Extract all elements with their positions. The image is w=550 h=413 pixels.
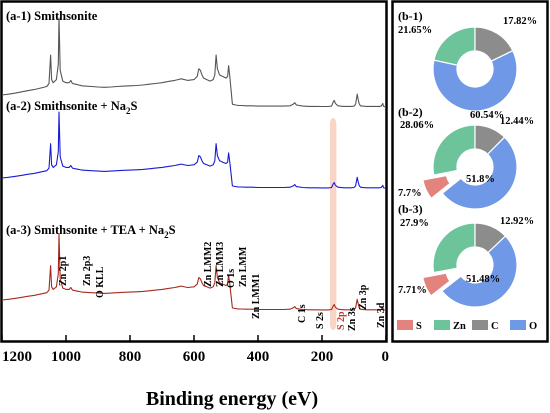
- pie-1: [432, 26, 518, 112]
- pie-label-s: 7.7%: [398, 188, 422, 199]
- peak-label-znlmm2: Zn LMM2: [203, 242, 214, 287]
- legend-swatch-s: [397, 320, 413, 330]
- peak-label-znlmm1: Zn LMM1: [251, 274, 262, 319]
- x-tick-label: 1200: [2, 349, 32, 365]
- pie-slice-s: [422, 174, 451, 200]
- pie-label-zn: 21.65%: [398, 25, 432, 36]
- pie-label-o: 60.54%: [470, 110, 504, 121]
- pie-label-c: 12.44%: [500, 116, 534, 127]
- series-label-a1: (a-1) Smithsonite: [6, 9, 98, 23]
- spectrum-line-1: [1, 17, 387, 108]
- pie-title-b2: (b-2): [398, 105, 423, 119]
- pie-charts: 21.65% 17.82% 60.54% 7.7% 28.06% 12.44% 51.8% 7…: [398, 16, 537, 308]
- x-tick-label: 200: [311, 349, 334, 365]
- pie-title-b3: (b-3): [398, 202, 423, 216]
- spectrum-line-3: [1, 233, 387, 311]
- legend-swatch-o: [510, 320, 526, 330]
- x-axis-ticks: 1200 1000 800 600 400 200 0: [1, 335, 390, 365]
- x-tick-label: 800: [119, 349, 142, 365]
- pie-slice-zn: [433, 26, 476, 66]
- spectrum-line-2: [1, 111, 387, 189]
- peak-label-okll: O KLL: [95, 266, 106, 298]
- pie-slice-o: [441, 136, 518, 210]
- legend-swatch-c: [472, 320, 488, 330]
- peak-label-znlmm: Zn LMM: [238, 246, 249, 287]
- series-label-a3: (a-3) Smithsonite + TEA + Na2S: [6, 223, 176, 240]
- peak-label-o1s: O 1s: [226, 269, 237, 288]
- pie-label-o: 51.8%: [466, 174, 495, 185]
- xps-spectra: [1, 17, 387, 311]
- pie-3: [422, 222, 518, 308]
- pie-slice-zn: [432, 124, 476, 176]
- legend-label-c: C: [491, 321, 499, 332]
- pie-label-zn: 28.06%: [400, 120, 434, 131]
- pie-panel: (b-1) (b-2) (b-3) 21.65% 17.82% 60.54% 7.7%…: [391, 0, 549, 343]
- legend-label-zn: Zn: [453, 321, 466, 332]
- x-tick-label: 0: [382, 349, 390, 365]
- pie-2: [422, 124, 518, 210]
- pie-legend: S Zn C O: [397, 320, 537, 332]
- series-label-a2: (a-2) Smithsonite + Na2S: [6, 99, 137, 116]
- peak-label-zn3p: Zn 3p: [358, 284, 369, 310]
- pie-slice-o: [441, 235, 518, 308]
- pie-label-o: 51.48%: [466, 274, 500, 285]
- pie-label-s: 7.71%: [398, 285, 427, 296]
- pie-panel-frame: [391, 0, 549, 343]
- x-tick-label: 400: [247, 349, 270, 365]
- pie-slice-zn: [432, 222, 476, 274]
- pie-title-b1: (b-1): [398, 9, 423, 23]
- xps-panel: 1200 1000 800 600 400 200 0 (a-1) Smithsonite …: [0, 0, 390, 410]
- pie-slice-o: [432, 49, 518, 112]
- legend-label-o: O: [529, 321, 537, 332]
- peak-label-zn2p3: Zn 2p3: [82, 256, 93, 286]
- peak-label-znlmm3: Zn LMM3: [215, 242, 226, 287]
- pie-label-c: 12.92%: [500, 216, 534, 227]
- peak-label-s2p: S 2p: [336, 311, 347, 330]
- x-tick-label: 600: [183, 349, 206, 365]
- pie-label-zn: 27.9%: [400, 218, 429, 229]
- peak-label-c1s: C 1s: [297, 304, 308, 323]
- pie-slice-s: [422, 272, 451, 297]
- peak-label-zn3d: Zn 3d: [376, 302, 387, 328]
- s2p-highlight-band: [330, 118, 337, 330]
- x-axis-title: Binding energy (eV): [146, 388, 318, 410]
- peak-label-s2s: S 2s: [315, 312, 326, 329]
- legend-swatch-zn: [434, 320, 450, 330]
- xps-plot-frame: [0, 0, 388, 343]
- peak-label-zn2p1: Zn 2p1: [58, 256, 69, 286]
- pie-label-c: 17.82%: [503, 16, 537, 27]
- s2p-band-rect: [330, 118, 337, 330]
- legend-label-s: S: [416, 321, 422, 332]
- x-tick-label: 1000: [51, 349, 81, 365]
- peak-label-zn3s: Zn 3s: [347, 307, 358, 331]
